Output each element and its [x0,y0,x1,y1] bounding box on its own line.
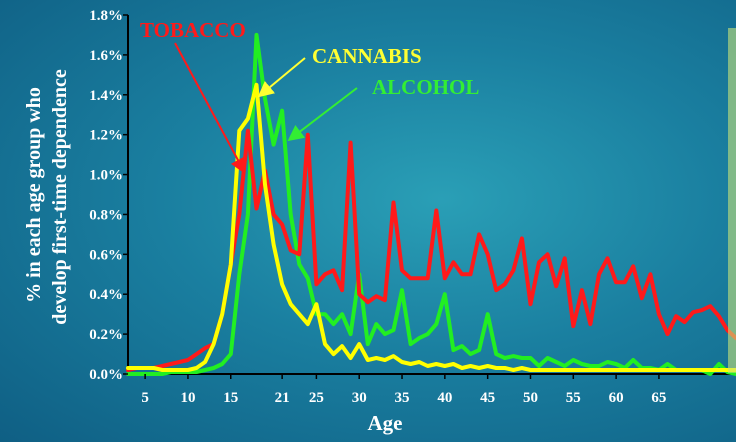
y-tick-label: 0.0% [89,367,123,383]
x-tick-label: 65 [651,390,666,406]
x-tick-label: 15 [223,390,238,406]
series-label-alcohol: ALCOHOL [372,75,479,99]
y-tick-label: 1.2% [89,128,123,144]
x-tick-label: 60 [609,390,624,406]
y-tick-label: 0.8% [89,207,123,223]
x-tick-label: 55 [566,390,581,406]
x-tick-label: 30 [352,390,367,406]
tick-labels: 0.0% 0.2% 0.4% 0.6% 0.8% 1.0% 1.2% 1.4% 1.6% 1.8%… [89,8,666,406]
y-axis-label-line-2: develop first-time dependence [49,69,71,325]
arrow-alcohol [287,87,358,142]
series-line-alcohol [126,32,736,376]
y-tick-label: 1.4% [89,88,123,104]
y-tick-label: 1.0% [89,168,123,184]
y-tick-label: 0.4% [89,287,123,303]
y-tick-label: 0.2% [89,327,123,343]
x-tick-label: 25 [309,390,324,406]
x-tick-label: 21 [275,390,290,406]
y-tick-label: 0.6% [89,247,123,263]
x-axis-label: Age [368,411,403,435]
x-tick-label: 10 [180,390,195,406]
chart-lines [126,32,736,376]
arrow-cannabis [257,57,306,98]
x-tick-label: 40 [437,390,452,406]
y-tick-label: 1.8% [89,8,123,24]
y-axis-label-line-1: % in each age group who [23,87,45,303]
x-tick-label: 5 [141,390,149,406]
y-tick-label: 1.6% [89,48,123,64]
chart-axes [127,15,736,375]
x-tick-label: 35 [395,390,410,406]
decorative-accent-bar [728,28,736,373]
arrow-tobacco [174,42,246,175]
x-tick-label: 50 [523,390,538,406]
series-line-cannabis [126,82,736,372]
x-tick-label: 45 [480,390,495,406]
series-labels: TOBACCO CANNABIS ALCOHOL [140,18,479,175]
series-line-tobacco [126,128,736,372]
series-label-cannabis: CANNABIS [312,44,422,68]
series-label-tobacco: TOBACCO [140,18,246,42]
